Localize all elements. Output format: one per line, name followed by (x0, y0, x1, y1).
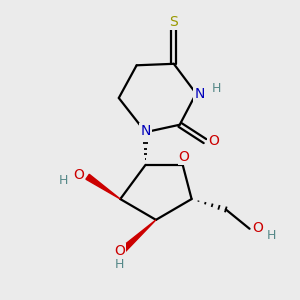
Text: O: O (208, 134, 219, 148)
Text: H: H (266, 229, 276, 242)
Text: N: N (194, 86, 205, 100)
Text: O: O (253, 221, 263, 235)
Text: H: H (58, 174, 68, 187)
Text: O: O (179, 149, 190, 164)
Text: O: O (114, 244, 125, 258)
Polygon shape (121, 220, 156, 252)
Text: O: O (73, 168, 84, 182)
Text: N: N (140, 124, 151, 138)
Polygon shape (86, 174, 120, 199)
Text: H: H (212, 82, 221, 95)
Text: H: H (115, 258, 124, 271)
Text: S: S (169, 15, 178, 28)
